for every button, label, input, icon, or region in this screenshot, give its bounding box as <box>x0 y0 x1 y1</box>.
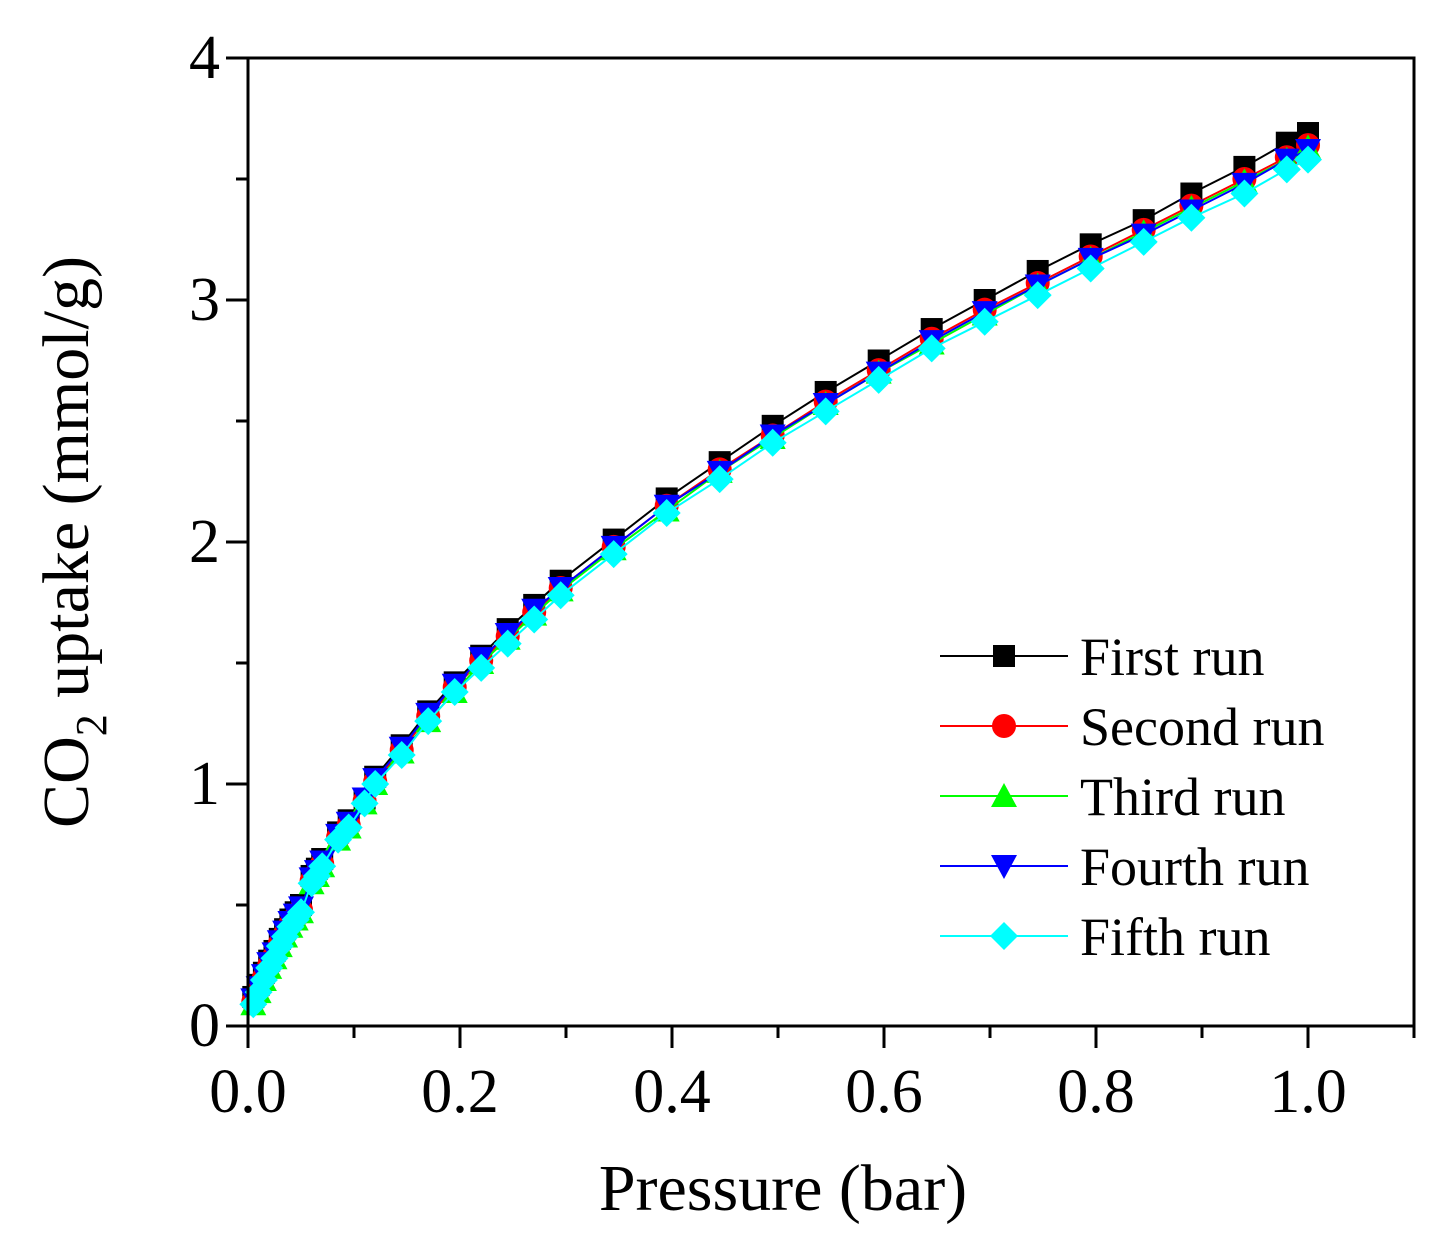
legend-item: Fourth run <box>940 837 1310 897</box>
data-point <box>308 852 337 881</box>
data-point <box>652 498 681 527</box>
data-point <box>970 307 999 336</box>
y-tick-label: 1 <box>189 750 220 818</box>
data-point <box>546 581 575 610</box>
legend-label: Second run <box>1080 697 1324 757</box>
axis-layer: 0.0 0.2 0.4 0.6 0.8 1.0 0 1 2 3 4 <box>189 24 1416 1126</box>
y-tick-label: 2 <box>189 508 220 576</box>
data-point <box>350 789 379 818</box>
y-tick-label: 3 <box>189 266 220 334</box>
data-point <box>1230 179 1259 208</box>
data-point <box>1294 145 1322 174</box>
legend: First run Second run Third run Fourth run Fi… <box>940 627 1324 967</box>
data-point <box>917 334 946 363</box>
legend-label: First run <box>1080 627 1265 687</box>
data-point <box>1023 281 1052 310</box>
data-point <box>758 428 787 457</box>
data-point <box>1129 227 1158 256</box>
data-point <box>520 605 549 634</box>
data-point <box>599 540 628 569</box>
legend-item: Second run <box>940 697 1324 757</box>
data-point <box>361 770 390 798</box>
x-tick-label: 0.8 <box>1057 1058 1135 1126</box>
legend-marker <box>991 783 1017 807</box>
legend-label: Fifth run <box>1080 907 1271 967</box>
data-point <box>467 653 496 682</box>
y-axis-title: CO2 uptake (mmol/g) <box>30 256 116 828</box>
legend-marker <box>993 645 1015 667</box>
y-tick-label: 0 <box>189 992 220 1060</box>
x-axis-title: Pressure (bar) <box>599 1152 967 1225</box>
data-point <box>334 813 363 842</box>
y-axis-title-prefix: CO <box>30 736 103 828</box>
legend-item: Third run <box>940 767 1285 827</box>
data-point <box>440 678 469 707</box>
x-tick-label: 0.6 <box>845 1058 923 1126</box>
legend-marker <box>991 855 1017 879</box>
legend-marker <box>990 922 1018 950</box>
data-point <box>1177 203 1206 232</box>
data-point <box>864 365 893 394</box>
x-tick-label: 0.4 <box>633 1058 711 1126</box>
data-point <box>493 629 522 658</box>
x-tick-label: 0.0 <box>209 1058 287 1126</box>
data-point <box>387 740 416 769</box>
y-axis-title-subscript: 2 <box>67 714 116 736</box>
x-tick-label: 0.2 <box>421 1058 499 1126</box>
legend-label: Fourth run <box>1080 837 1310 897</box>
data-point <box>1076 254 1105 283</box>
data-point <box>1272 155 1301 184</box>
data-point <box>287 898 315 927</box>
legend-label: Third run <box>1080 767 1285 827</box>
data-point <box>705 465 734 494</box>
data-point <box>414 707 443 736</box>
legend-item: Fifth run <box>940 907 1271 967</box>
x-tick-label: 1.0 <box>1269 1058 1347 1126</box>
legend-item: First run <box>940 627 1265 687</box>
series-5 <box>239 145 1322 1019</box>
series-layer <box>239 122 1322 1019</box>
y-tick-label: 4 <box>189 24 220 92</box>
data-point <box>811 397 840 426</box>
legend-marker <box>992 714 1016 738</box>
y-axis-title-suffix: uptake (mmol/g) <box>30 256 103 714</box>
